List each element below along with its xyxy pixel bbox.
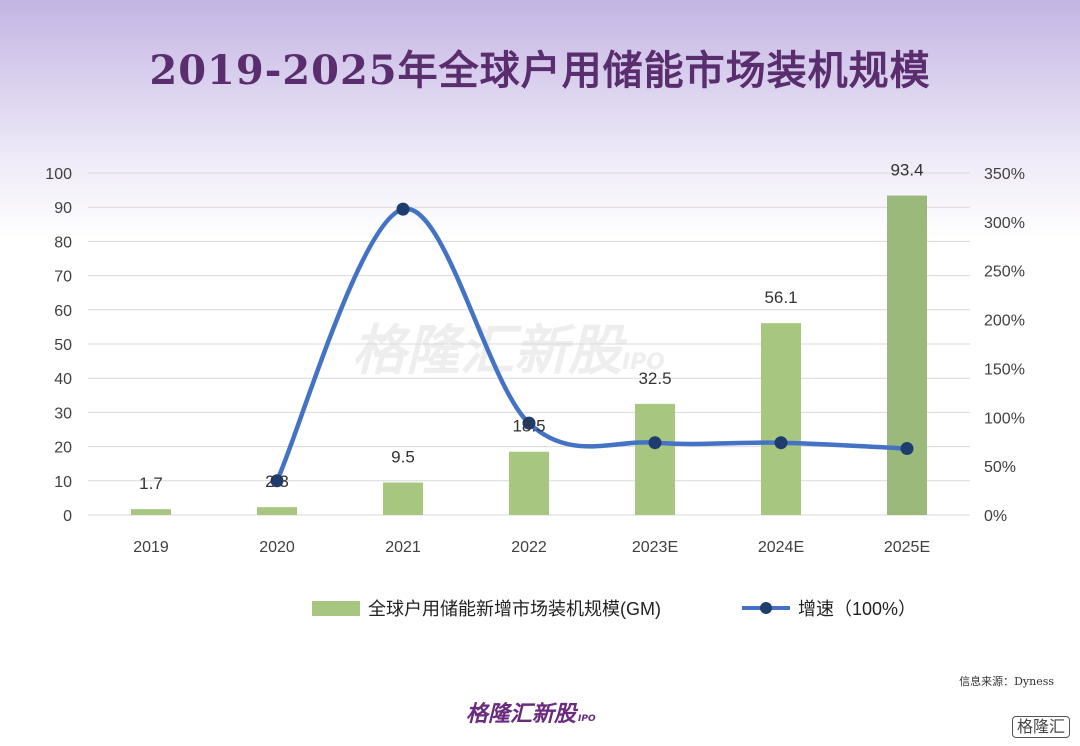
growth-marker xyxy=(522,416,536,430)
left-tick-label: 70 xyxy=(54,269,72,286)
left-tick-label: 30 xyxy=(54,405,72,422)
right-tick-label: 300% xyxy=(984,215,1025,232)
left-tick-label: 40 xyxy=(54,371,72,388)
bar-2020 xyxy=(257,507,297,515)
data-label: 56.1 xyxy=(764,288,797,307)
x-tick-label: 2025E xyxy=(884,539,930,556)
data-labels: 1.7 2.3 9.5 18.5 32.5 56.1 93.4 xyxy=(139,161,923,494)
data-label: 1.7 xyxy=(139,474,163,493)
bar-2021 xyxy=(383,482,423,515)
left-tick-label: 50 xyxy=(54,337,72,354)
data-label: 18.5 xyxy=(512,417,545,436)
brand-ipo: IPO xyxy=(578,714,596,724)
left-tick-label: 0 xyxy=(63,508,72,525)
right-tick-label: 150% xyxy=(984,361,1025,378)
x-tick-label: 2020 xyxy=(259,539,295,556)
growth-marker xyxy=(270,474,284,488)
growth-marker xyxy=(648,436,662,450)
left-tick-label: 100 xyxy=(45,166,72,183)
legend-line-marker xyxy=(760,602,772,614)
corner-logo: 格隆汇 xyxy=(1011,716,1070,738)
x-axis-ticks: 2019 2020 2021 2022 2023E 2024E 2025E xyxy=(133,539,930,556)
gridlines xyxy=(88,172,970,516)
right-tick-label: 50% xyxy=(984,459,1016,476)
left-axis-ticks: 0 10 20 30 40 50 60 70 80 90 100 xyxy=(45,166,72,525)
bar-2019 xyxy=(131,509,171,515)
x-tick-label: 2024E xyxy=(758,539,804,556)
bar-2025E xyxy=(887,195,927,515)
right-axis-ticks: 0% 50% 100% 150% 200% 250% 300% 350% xyxy=(984,166,1025,525)
legend-bar-label: 全球户用储能新增市场装机规模(GM) xyxy=(368,599,661,619)
left-tick-label: 10 xyxy=(54,474,72,491)
x-tick-label: 2023E xyxy=(632,539,678,556)
chart-title: 2019-2025年全球户用储能市场装机规模 xyxy=(149,47,931,94)
right-tick-label: 0% xyxy=(984,508,1007,525)
legend-line-label: 增速（100%） xyxy=(798,599,916,619)
left-tick-label: 20 xyxy=(54,440,72,457)
legend-bar-swatch xyxy=(312,601,360,616)
bar-2024E xyxy=(761,323,801,515)
x-tick-label: 2021 xyxy=(385,539,421,556)
brand-logo: 格隆汇新股 IPO xyxy=(466,696,596,728)
growth-line-path xyxy=(274,206,910,484)
x-tick-label: 2019 xyxy=(133,539,169,556)
left-tick-label: 60 xyxy=(54,303,72,320)
growth-marker xyxy=(774,436,788,450)
left-tick-label: 80 xyxy=(54,234,72,251)
data-label: 32.5 xyxy=(638,369,671,388)
growth-marker xyxy=(900,442,914,456)
source-note: 信息来源：Dyness xyxy=(959,675,1054,688)
bars xyxy=(131,195,927,515)
right-tick-label: 200% xyxy=(984,313,1025,330)
brand-text: 格隆汇新股 xyxy=(466,702,577,727)
data-label: 2.3 xyxy=(265,472,289,491)
right-tick-label: 100% xyxy=(984,410,1025,427)
x-tick-label: 2022 xyxy=(511,539,547,556)
data-label: 9.5 xyxy=(391,448,415,467)
growth-line xyxy=(270,202,914,488)
data-label: 93.4 xyxy=(890,161,923,180)
right-tick-label: 250% xyxy=(984,264,1025,281)
left-tick-label: 90 xyxy=(54,200,72,217)
bar-2022 xyxy=(509,451,549,515)
bar-2023E xyxy=(635,403,675,515)
growth-marker xyxy=(396,202,410,216)
legend: 全球户用储能新增市场装机规模(GM) 增速（100%） xyxy=(312,599,916,619)
watermark-ipo: IPO xyxy=(622,350,666,375)
right-tick-label: 350% xyxy=(984,166,1025,183)
